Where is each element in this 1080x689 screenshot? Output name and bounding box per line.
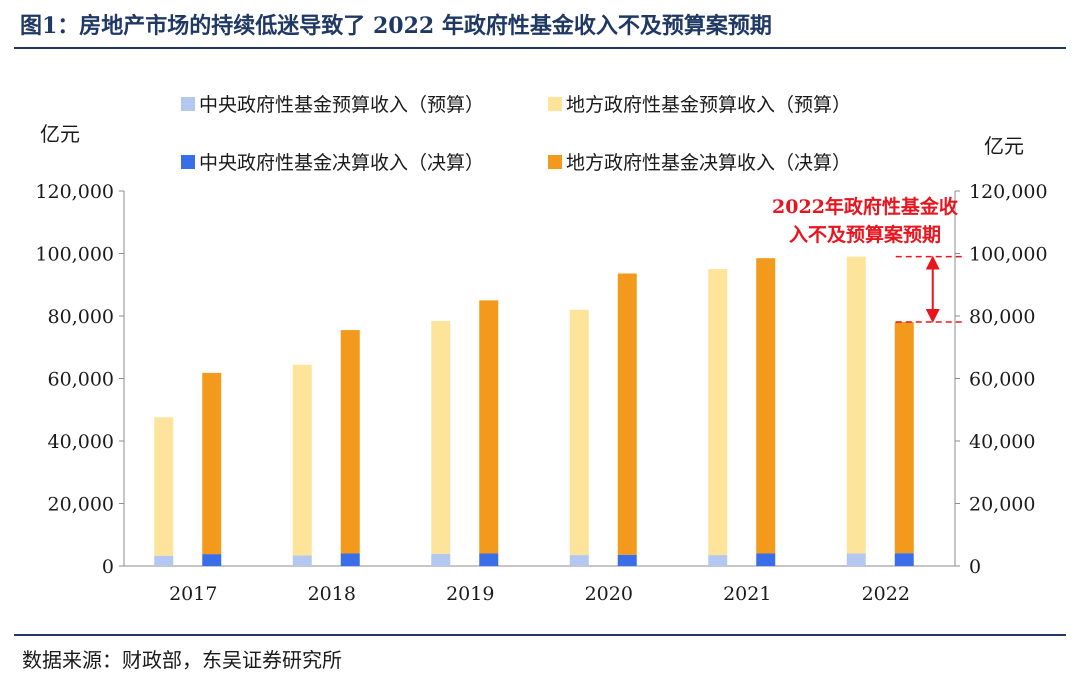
bar-actual-local-2022 [894,321,914,554]
bar-actual-central-2017 [202,554,222,566]
bar-actual-central-2022 [894,553,914,566]
annotation-text-line1: 2022年政府性基金收 [772,195,958,218]
x-tick-label: 2021 [723,583,771,605]
y-axis-unit-right: 亿元 [984,134,1024,158]
legend-item-local-budget: 地方政府性基金预算收入（预算） [548,94,851,116]
data-source-note: 数据来源：财政部，东吴证券研究所 [22,648,342,672]
bar-actual-local-2020 [617,273,637,555]
legend-label-local-actual: 地方政府性基金决算收入（决算） [566,152,851,174]
y-tick-label-right: 60,000 [969,369,1035,391]
x-tick-label: 2017 [169,583,217,605]
bar-budget-local-2021 [708,269,728,556]
bar-actual-central-2019 [479,553,499,566]
y-tick-label-left: 120,000 [35,181,114,203]
bar-budget-central-2021 [708,555,728,566]
figure-title: 图1：房地产市场的持续低迷导致了 2022 年政府性基金收入不及预算案预期 [20,13,772,39]
y-tick-label-left: 60,000 [48,369,114,391]
bar-actual-local-2018 [340,330,360,554]
bar-budget-central-2020 [569,555,589,566]
bar-actual-central-2018 [340,553,360,566]
legend-item-central-actual: 中央政府性基金决算收入（决算） [181,152,484,174]
legend-swatch-local-actual [548,155,562,169]
title-rule [14,47,1066,49]
bar-budget-central-2022 [846,553,866,566]
bar-budget-central-2018 [292,555,312,566]
x-tick-label: 2022 [862,583,910,605]
y-tick-label-left: 40,000 [48,431,114,453]
bar-budget-local-2017 [154,417,174,556]
y-axis-unit-left: 亿元 [40,122,80,146]
bar-actual-central-2020 [617,554,637,566]
bar-budget-local-2019 [431,321,451,554]
legend-label-local-budget: 地方政府性基金预算收入（预算） [566,94,851,116]
bar-actual-local-2021 [756,258,776,554]
y-tick-label-right: 100,000 [969,244,1048,266]
bar-budget-local-2018 [292,364,312,556]
legend-swatch-central-actual [181,155,195,169]
y-tick-label-right: 20,000 [969,494,1035,516]
bar-budget-local-2020 [569,309,589,556]
y-tick-label-left: 0 [102,556,114,578]
annotation: 2022年政府性基金收 入不及预算案预期 [772,195,965,323]
bar-actual-local-2017 [202,372,222,555]
y-ticks-left: 0 20,000 40,000 60,000 80,000 100,000 120,000 [35,181,124,578]
bars [154,256,914,566]
y-tick-label-right: 120,000 [969,181,1048,203]
annotation-text-line2: 入不及预算案预期 [789,223,941,246]
y-tick-label-right: 40,000 [969,431,1035,453]
bar-budget-local-2022 [846,256,866,554]
x-ticks: 2017 2018 2019 2020 2021 2022 [169,583,910,605]
x-tick-label: 2020 [585,583,633,605]
legend: 中央政府性基金预算收入（预算） 地方政府性基金预算收入（预算） 中央政府性基金决… [181,94,851,174]
y-ticks-right: 0 20,000 40,000 60,000 80,000 100,000 120,000 [955,181,1048,578]
legend-swatch-local-budget [548,97,562,111]
legend-item-local-actual: 地方政府性基金决算收入（决算） [548,152,851,174]
bar-budget-central-2019 [431,553,451,566]
x-tick-label: 2018 [308,583,356,605]
bar-actual-local-2019 [479,300,499,554]
y-tick-label-right: 0 [969,556,981,578]
legend-label-central-budget: 中央政府性基金预算收入（预算） [199,94,484,116]
y-tick-label-left: 80,000 [48,306,114,328]
legend-label-central-actual: 中央政府性基金决算收入（决算） [199,152,484,174]
legend-swatch-central-budget [181,97,195,111]
x-tick-label: 2019 [446,583,494,605]
y-tick-label-left: 100,000 [35,244,114,266]
y-tick-label-right: 80,000 [969,306,1035,328]
legend-item-central-budget: 中央政府性基金预算收入（预算） [181,94,484,116]
y-tick-label-left: 20,000 [48,494,114,516]
bar-actual-central-2021 [756,553,776,566]
footer-rule [14,634,1066,636]
bar-budget-central-2017 [154,555,174,566]
